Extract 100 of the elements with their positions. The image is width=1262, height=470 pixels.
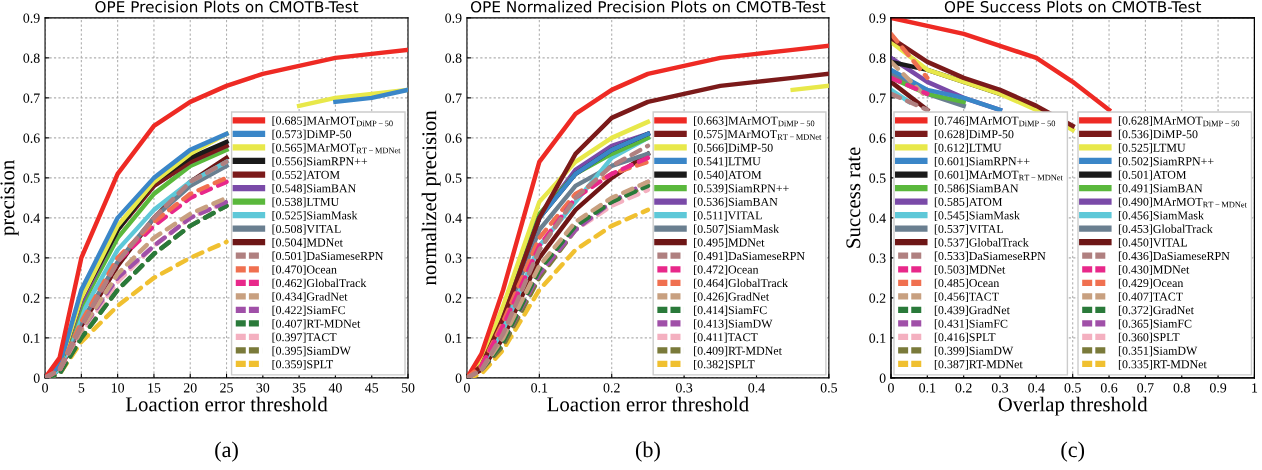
legend-label: [0.533]DaSiameseRPN [934,251,1046,262]
legend-label: [0.485]Ocean [934,278,1000,289]
legend-label: [0.538]LTMU [272,197,339,208]
y-tick-label: 0.6 [869,133,886,143]
legend-label: [0.464]GlobalTrack [694,278,788,289]
legend-label: [0.556]SiamRPN++ [272,156,368,167]
x-tick-label: 20 [183,383,197,393]
legend-label: [0.601]SiamRPN++ [934,156,1030,167]
x-tick-label: 0 [42,383,48,393]
text: (c) [1061,441,1085,462]
x-tick-label: 0.1 [919,383,936,393]
x-tick-label: 0 [888,383,894,393]
legend-label: [0.407]TACT [1118,292,1183,303]
legend-label: [0.545]SiamMask [934,211,1020,221]
y-tick-label: 0.4 [445,213,462,223]
x-tick-label: 25 [220,383,233,393]
x-tick-label: 10 [111,383,125,393]
y-tick-label: 0.3 [23,253,40,263]
legend-label: [0.601]MArMOT$_{RT−MDNet}$ [934,170,1063,181]
y-tick-label: 0.1 [445,333,462,343]
x-tick-label: 0.5 [820,383,838,393]
y-tick-label: 0.7 [23,93,40,103]
legend-label: [0.359]SPLT [272,359,334,370]
y-tick-label: 0.6 [445,133,462,143]
legend-label: [0.414]SiamFC [694,305,767,316]
legend-label: [0.395]SiamDW [272,346,351,357]
y-tick-label: 0.4 [23,213,40,223]
y-tick-label: 0.8 [445,53,462,63]
y-axis-title: precision [0,160,19,236]
legend-label: [0.397]TACT [272,332,337,343]
x-tick-label: 45 [365,383,379,393]
y-tick-label: 0 [33,373,40,383]
x-tick-label: 0.6 [1100,383,1118,393]
legend-label: [0.565]MArMOT$_{RT−MDNet}$ [272,143,401,154]
x-tick-label: 0.5 [1064,383,1081,393]
legend-label: [0.508]VITAL [272,224,341,235]
legend-label: [0.372]GradNet [1118,305,1194,316]
legend-label: [0.511]VITAL [694,211,762,221]
y-tick-label: 0.5 [869,173,886,183]
x-tick-label: 0 [464,383,470,393]
legend-label: [0.351]SiamDW [1118,346,1198,357]
y-tick-label: 0.2 [869,293,886,303]
y-axis-title: Success rate [846,147,861,248]
legend-label: [0.586]SiamBAN [934,183,1019,194]
y-tick-label: 0.7 [445,93,462,103]
legend-label: [0.491]DaSiameseRPN [694,251,805,262]
legend-label: [0.536]DiMP-50 [1118,129,1198,140]
legend-label: [0.502]SiamRPN++ [1118,156,1214,167]
x-tick-label: 40 [328,383,342,393]
y-tick-label: 0.5 [445,173,462,183]
x-tick-label: 0.3 [991,383,1009,393]
legend-label: [0.426]GradNet [694,292,770,303]
y-tick-label: 0.9 [23,13,40,23]
y-tick-label: 0.4 [869,213,886,223]
legend-label: [0.409]RT-MDNet [694,346,782,357]
legend-label: [0.360]SPLT [1118,332,1180,343]
x-tick-label: 1 [1252,383,1258,393]
legend-label: [0.573]DiMP-50 [272,129,352,140]
text: (b) [635,441,660,462]
y-tick-label: 0.1 [23,333,40,343]
y-tick-label: 0.6 [23,133,40,143]
legend-label: [0.413]SiamDW [694,319,773,330]
x-axis-title: Loaction error threshold [125,396,328,412]
y-tick-label: 0.3 [869,253,886,263]
legend-label: [0.503]MDNet [934,265,1006,276]
x-tick-label: 0.7 [1137,383,1154,393]
legend-label: [0.387]RT-MDNet [934,359,1023,370]
legend-label: [0.548]SiamBAN [272,183,356,194]
x-tick-label: 0.4 [1028,383,1045,393]
y-tick-label: 0.2 [23,293,40,303]
x-tick-label: 0.3 [675,383,693,393]
y-tick-label: 0.8 [869,53,886,63]
y-tick-label: 0.2 [445,293,462,303]
legend-label: [0.382]SPLT [694,359,755,370]
chart-title: OPE Normalized Precision Plots on CMOTB-Test [470,0,826,13]
chart-title: OPE Precision Plots on CMOTB-Test [95,0,359,13]
x-tick-label: 50 [401,383,415,393]
legend-label: [0.399]SiamDW [934,346,1014,357]
legend-label: [0.663]MArMOT$_{DiMP−50}$ [694,116,815,127]
legend-label: [0.472]Ocean [694,265,759,276]
x-tick-label: 5 [78,383,85,393]
legend-label: [0.470]Ocean [272,265,337,276]
legend-label: [0.612]LTMU [934,143,1002,154]
legend-label: [0.431]SiamFC [934,319,1008,330]
x-tick-label: 0.2 [955,383,972,393]
legend-label: [0.628]DiMP-50 [934,129,1014,140]
legend-label: [0.746]MArMOT$_{DiMP−50}$ [934,116,1056,127]
legend-label: [0.507]SiamMask [694,224,780,235]
legend-label: [0.628]MArMOT$_{DiMP−50}$ [1118,116,1240,127]
x-tick-label: 0.8 [1173,383,1190,393]
legend-label: [0.453]GlobalTrack [1118,224,1213,235]
x-axis-title: Overlap threshold [998,396,1148,416]
y-tick-label: 0.9 [869,13,886,23]
legend-label: [0.450]VITAL [1118,238,1187,248]
legend-label: [0.540]ATOM [694,170,762,181]
legend-label: [0.537]VITAL [934,224,1003,235]
y-tick-label: 0.3 [445,253,462,263]
legend-label: [0.552]ATOM [272,170,340,181]
legend-label: [0.422]SiamFC [272,305,345,316]
legend-label: [0.495]MDNet [694,238,765,248]
